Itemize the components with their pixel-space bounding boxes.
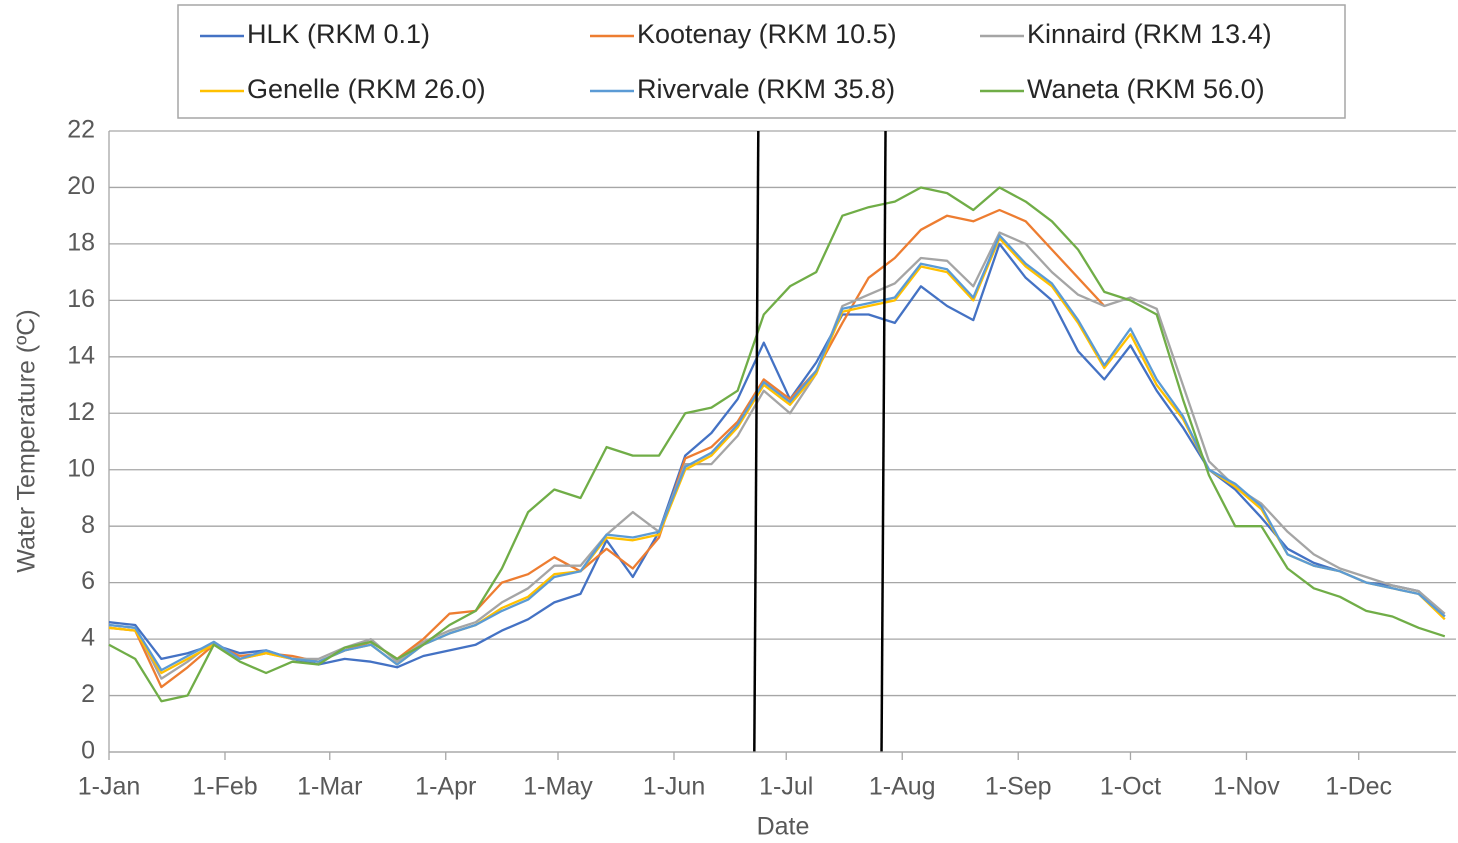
legend-box	[177, 4, 1346, 119]
legend-label: Kootenay (RKM 10.5)	[637, 19, 897, 49]
x-tick-label: 1-Aug	[869, 773, 936, 801]
y-axis-label: Water Temperature (ºC)	[13, 309, 41, 572]
y-tick-label: 14	[67, 341, 95, 369]
x-tick-label: 1-May	[523, 773, 593, 801]
marker-line	[753, 130, 760, 753]
x-tick-label: 1-Dec	[1325, 773, 1392, 801]
x-axis-label: Date	[757, 813, 810, 841]
marker-line	[880, 130, 887, 753]
x-tick-label: 1-Mar	[297, 773, 362, 801]
y-tick-label: 18	[67, 229, 95, 257]
legend-label: Waneta (RKM 56.0)	[1027, 74, 1265, 104]
legend-label: Genelle (RKM 26.0)	[247, 74, 486, 104]
y-tick-label: 0	[81, 737, 95, 765]
series-line	[108, 242, 1446, 669]
y-tick-label: 4	[81, 624, 95, 652]
y-tick-label: 8	[81, 511, 95, 539]
y-tick-label: 16	[67, 285, 95, 313]
series-line	[108, 231, 1446, 680]
series-line	[108, 237, 1446, 675]
x-tick-label: 1-Jul	[759, 773, 813, 801]
x-tick-label: 1-Feb	[192, 773, 257, 801]
y-tick-label: 6	[81, 567, 95, 595]
y-tick-label: 22	[67, 116, 95, 144]
x-tick-label: 1-Nov	[1213, 773, 1280, 801]
y-tick-label: 10	[67, 454, 95, 482]
x-tick-label: 1-Sep	[985, 773, 1052, 801]
legend-label: HLK (RKM 0.1)	[247, 19, 430, 49]
y-tick-label: 20	[67, 172, 95, 200]
series-line	[108, 186, 1446, 703]
x-tick-label: 1-Apr	[415, 773, 476, 801]
x-tick-label: 1-Jan	[78, 773, 141, 801]
x-tick-label: 1-Jun	[643, 773, 706, 801]
y-tick-label: 2	[81, 680, 95, 708]
y-tick-label: 12	[67, 398, 95, 426]
legend-label: Kinnaird (RKM 13.4)	[1027, 19, 1272, 49]
legend-label: Rivervale (RKM 35.8)	[637, 74, 895, 104]
x-tick-label: 1-Oct	[1100, 773, 1161, 801]
